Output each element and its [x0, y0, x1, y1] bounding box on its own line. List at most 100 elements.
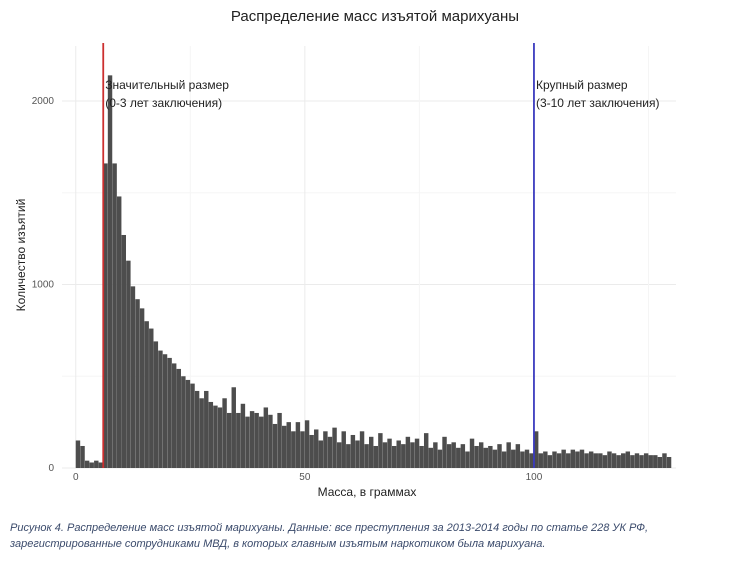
histogram-bar: [369, 436, 374, 468]
histogram-bar: [272, 423, 278, 468]
histogram-bar: [497, 444, 502, 468]
histogram-bar: [259, 416, 264, 468]
histogram-bar: [249, 411, 255, 468]
histogram-bar: [488, 445, 493, 468]
histogram-bar: [277, 412, 282, 468]
x-tick-label: 50: [299, 472, 311, 483]
histogram-bar: [433, 442, 438, 468]
histogram-bar: [611, 453, 617, 468]
histogram-bar: [336, 442, 342, 468]
histogram-bar: [515, 444, 521, 468]
histogram-bar: [643, 453, 649, 468]
histogram-bar: [625, 451, 631, 468]
histogram-bar: [575, 451, 580, 468]
histogram-bar: [309, 434, 314, 468]
histogram-bar: [226, 412, 232, 468]
histogram-bar: [474, 445, 479, 468]
histogram-bar: [547, 455, 553, 468]
histogram-bar: [566, 453, 571, 468]
histogram-bar: [378, 433, 383, 468]
histogram-bar: [204, 390, 209, 468]
histogram-bar: [116, 196, 122, 468]
histogram-bar: [538, 453, 543, 468]
histogram-bar: [176, 368, 181, 468]
histogram-bar: [598, 453, 603, 468]
histogram-bar: [318, 440, 324, 468]
histogram-bar: [268, 414, 273, 468]
histogram-bar: [437, 449, 443, 468]
histogram-bar: [460, 444, 466, 468]
y-tick-label: 0: [48, 463, 54, 474]
histogram-bar: [552, 451, 557, 468]
histogram-bar: [570, 449, 576, 468]
histogram-bar: [84, 460, 90, 468]
histogram-bar: [89, 462, 94, 468]
histogram-bar: [153, 341, 159, 468]
histogram-bar: [171, 363, 177, 468]
histogram-bar: [346, 444, 351, 468]
histogram-bar: [593, 453, 598, 468]
reference-lines: Значительный размер (0-3 лет заключения) К…: [102, 43, 660, 468]
histogram-bar: [327, 436, 333, 468]
histogram-bar: [511, 449, 516, 468]
histogram-bar: [520, 451, 525, 468]
histogram-bar: [194, 390, 200, 468]
histogram-bar: [446, 444, 452, 468]
histogram-bar: [332, 427, 337, 468]
histogram-bar: [442, 436, 447, 468]
histogram-bar: [222, 398, 227, 468]
histogram-bar: [236, 412, 241, 468]
x-tick-label: 100: [526, 472, 543, 483]
histogram-bar: [314, 429, 319, 468]
histogram-bar: [364, 444, 369, 468]
histogram-bar: [469, 438, 475, 468]
histogram-bar: [501, 451, 507, 468]
x-tick-label: 0: [73, 472, 79, 483]
reference-line-sublabel: (3-10 лет заключения): [536, 96, 660, 110]
histogram-bar: [130, 286, 136, 468]
histogram-chart: Распределение масс изъятой марихуаны Зна…: [14, 8, 676, 499]
histogram-bar: [323, 431, 328, 468]
histogram-bar: [414, 438, 420, 468]
y-axis-title: Количество изъятий: [14, 199, 28, 312]
histogram-bar: [107, 75, 113, 469]
bars: [75, 75, 672, 469]
histogram-bar: [245, 416, 250, 468]
histogram-bar: [181, 376, 186, 468]
histogram-bar: [341, 431, 346, 468]
histogram-bar: [121, 234, 126, 468]
histogram-bar: [295, 422, 301, 468]
histogram-bar: [533, 431, 539, 468]
histogram-bar: [355, 440, 360, 468]
histogram-bar: [304, 420, 310, 468]
histogram-bar: [410, 442, 415, 468]
histogram-bar: [231, 387, 236, 468]
histogram-bar: [162, 354, 168, 468]
histogram-bar: [524, 449, 530, 468]
reference-line-label: Крупный размер: [536, 78, 628, 92]
y-tick-label: 1000: [32, 280, 55, 291]
histogram-bar: [139, 308, 145, 468]
histogram-bar: [543, 451, 548, 468]
histogram-bar: [373, 445, 379, 468]
histogram-bar: [662, 453, 667, 468]
histogram-bar: [639, 455, 644, 468]
histogram-bar: [217, 407, 223, 468]
histogram-bar: [126, 260, 131, 468]
histogram-bar: [653, 455, 658, 468]
histogram-bar: [387, 438, 392, 468]
histogram-bar: [75, 440, 81, 468]
histogram-bar: [419, 445, 424, 468]
histogram-bar: [456, 447, 461, 468]
histogram-bar: [190, 383, 195, 468]
histogram-bar: [529, 453, 534, 468]
histogram-bar: [478, 442, 484, 468]
histogram-bar: [506, 442, 511, 468]
y-tick-label: 2000: [32, 96, 55, 107]
histogram-bar: [666, 456, 672, 468]
histogram-bar: [80, 445, 85, 468]
histogram-bar: [359, 431, 365, 468]
chart-title: Распределение масс изъятой марихуаны: [231, 8, 519, 25]
histogram-bar: [300, 431, 305, 468]
histogram-bar: [451, 442, 456, 468]
